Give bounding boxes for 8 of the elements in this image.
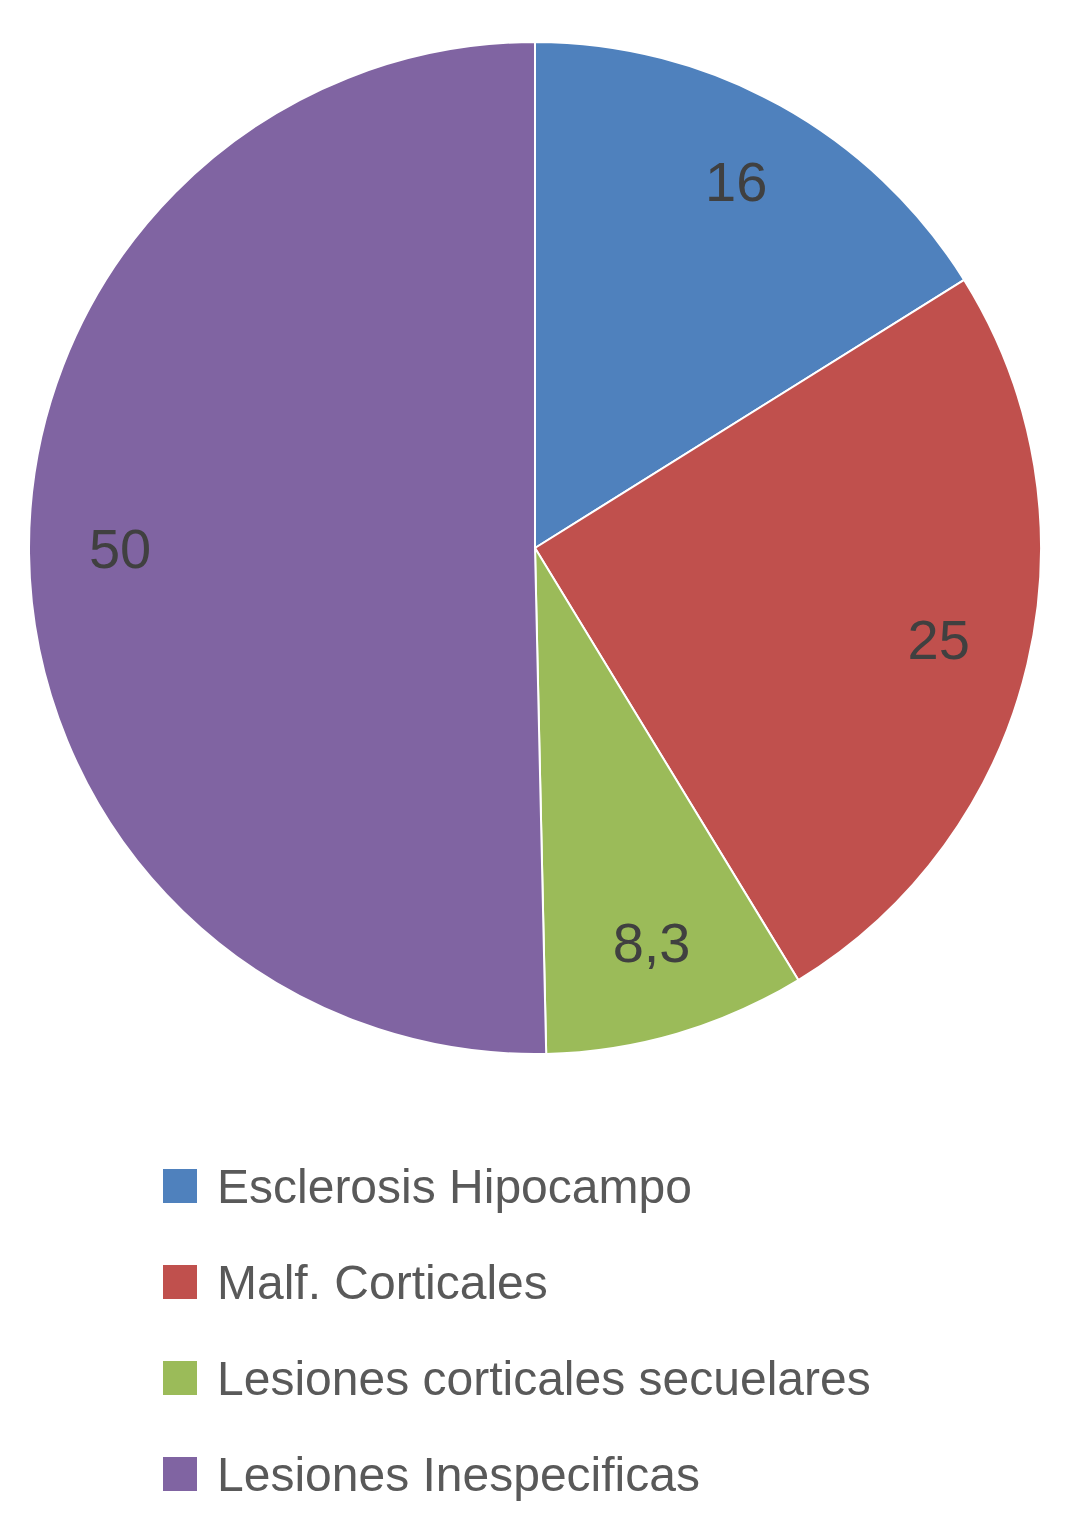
- data-label: 8,3: [612, 910, 691, 974]
- legend-label: Malf. Corticales: [217, 1254, 548, 1310]
- legend-label: Esclerosis Hipocampo: [217, 1158, 692, 1214]
- data-label: 25: [907, 608, 970, 672]
- legend-label: Lesiones corticales secuelares: [217, 1350, 871, 1406]
- data-label: 16: [705, 149, 768, 213]
- legend-label: Lesiones Inespecificas: [217, 1446, 700, 1502]
- data-label: 50: [88, 517, 152, 581]
